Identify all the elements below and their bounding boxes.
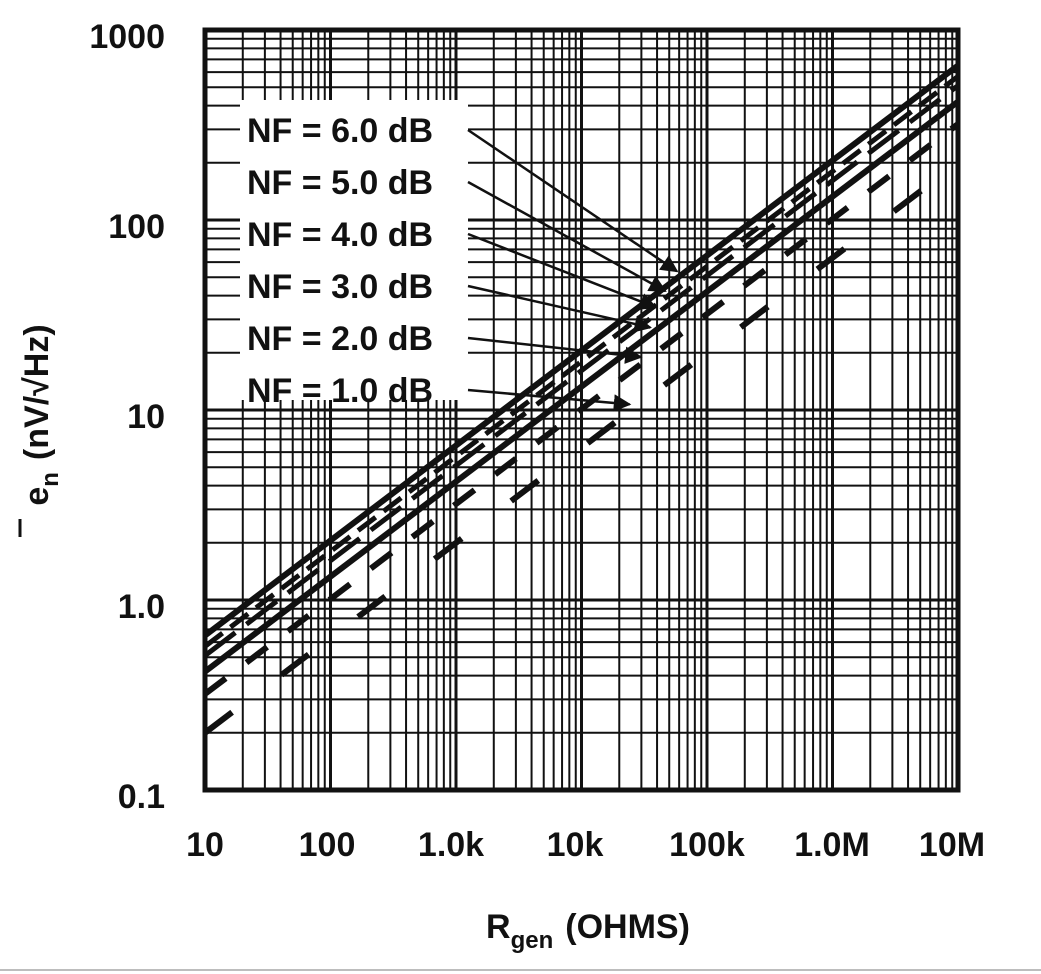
nf-arrow <box>467 180 667 293</box>
y-tick-label: 10 <box>127 398 165 436</box>
nf-label: NF = 1.0 dB <box>247 372 433 410</box>
nf-label: NF = 4.0 dB <box>247 216 433 254</box>
svg-text:en(nV/√Hz): en(nV/√Hz) <box>18 324 64 505</box>
y-tick-label: 0.1 <box>118 778 165 816</box>
y-tick-label: 1000 <box>89 18 165 56</box>
nf-label: NF = 3.0 dB <box>247 268 433 306</box>
x-tick-label: 1.0M <box>794 826 870 864</box>
nf-arrow <box>467 284 652 333</box>
nf-arrow <box>467 232 658 310</box>
x-tick-label: 100k <box>669 826 745 864</box>
plot-frame <box>202 27 961 793</box>
nf-label: NF = 5.0 dB <box>247 164 433 202</box>
nf-arrow <box>467 336 643 365</box>
nf-label: NF = 2.0 dB <box>247 320 433 358</box>
x-tick-label: 10M <box>919 826 985 864</box>
x-tick-label: 1.0k <box>418 826 484 864</box>
x-tick-label: 100 <box>299 826 356 864</box>
y-tick-label: 100 <box>108 208 165 246</box>
page-bottom-rule <box>0 969 1041 971</box>
series-line-nf-3 <box>203 99 960 674</box>
nf-label: NF = 6.0 dB <box>247 112 433 150</box>
nf-arrow <box>467 388 632 412</box>
x-tick-labels: 10 100 1.0k 10k 100k 1.0M 10M <box>186 826 985 864</box>
legend-backdrop <box>240 100 468 400</box>
x-axis-title: Rgen (OHMS) <box>486 908 690 954</box>
series-line-nf-1 <box>203 74 960 649</box>
x-tick-label: 10k <box>547 826 604 864</box>
series-line-nf-5 <box>203 160 960 736</box>
series-line-nf-2 <box>203 83 960 658</box>
y-tick-label: 1.0 <box>118 588 165 626</box>
nf-arrow <box>467 128 679 273</box>
nf-label-group: NF = 6.0 dB NF = 5.0 dB NF = 4.0 dB NF = 3.… <box>240 100 679 412</box>
y-tick-labels: 0.1 1.0 10 100 1000 <box>89 18 165 816</box>
series-group <box>203 63 960 736</box>
x-tick-label: 10 <box>186 826 224 864</box>
series-line-nf-4 <box>203 121 960 697</box>
y-axis-title: en(nV/√Hz) <box>18 324 64 537</box>
